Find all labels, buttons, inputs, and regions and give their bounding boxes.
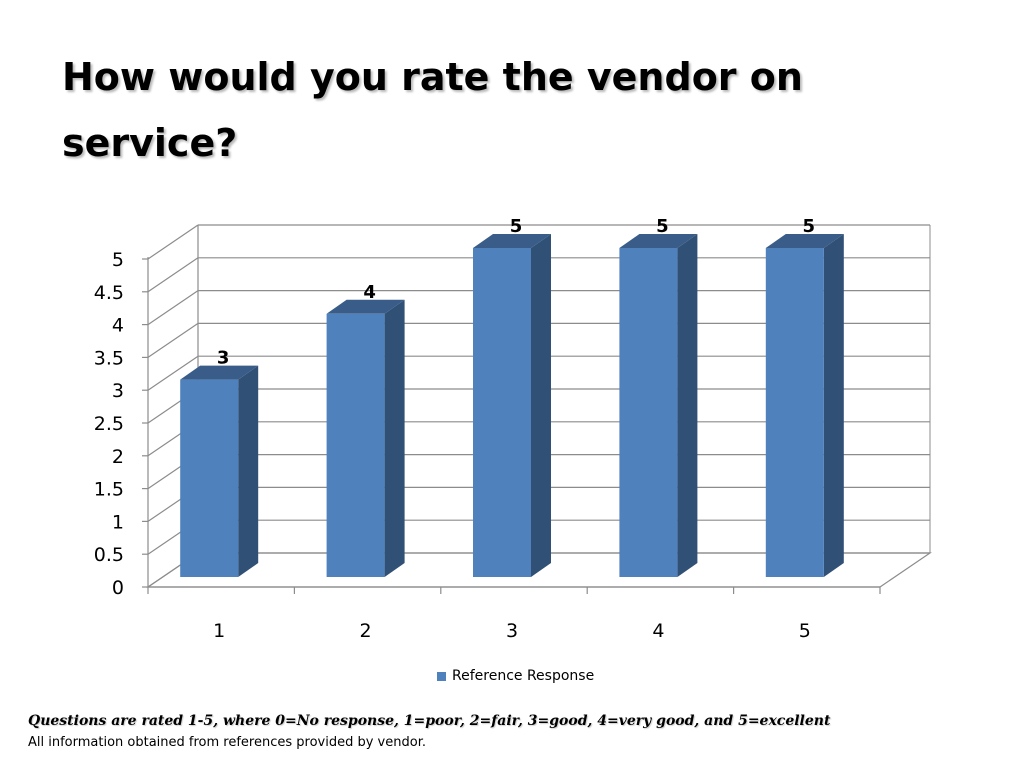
x-tick-label: 3 bbox=[506, 620, 518, 642]
chart-axes: 0 0.5 1 1.5 2 2.5 3 3.5 4 4.5 5 1 2 3 4 5 bbox=[94, 249, 881, 642]
chart-labels: 3 4 5 5 5 bbox=[217, 216, 815, 369]
bar-side bbox=[823, 234, 844, 577]
bar-top bbox=[326, 299, 405, 314]
bar-top bbox=[765, 234, 844, 248]
y-tick-label: 2.5 bbox=[94, 413, 124, 435]
bar-front bbox=[765, 248, 824, 577]
legend-label: Reference Response bbox=[452, 668, 595, 684]
bar-front bbox=[619, 248, 678, 577]
y-tick-label: 4 bbox=[112, 315, 124, 337]
y-tick-label: 4.5 bbox=[94, 282, 124, 304]
data-label: 4 bbox=[363, 282, 376, 303]
bar bbox=[180, 365, 259, 577]
bar bbox=[473, 234, 551, 577]
bar bbox=[619, 234, 698, 577]
data-label: 3 bbox=[217, 348, 230, 369]
bar-top bbox=[180, 365, 259, 380]
y-tick-label: 0.5 bbox=[94, 544, 124, 566]
y-tick-label: 1.5 bbox=[94, 479, 124, 501]
slide-title: How would you rate the vendor on service… bbox=[62, 55, 803, 165]
bar bbox=[326, 299, 405, 577]
y-tick-label: 5 bbox=[112, 249, 124, 271]
legend-swatch bbox=[437, 671, 446, 681]
bar-top bbox=[473, 234, 551, 248]
chart-legend: Reference Response bbox=[437, 668, 594, 684]
gridline-diagonal bbox=[147, 224, 199, 260]
bar-top bbox=[619, 234, 698, 248]
y-tick-label: 1 bbox=[112, 511, 124, 533]
y-tick-label: 3 bbox=[112, 380, 124, 402]
bar-side bbox=[531, 234, 551, 577]
bar-front bbox=[180, 379, 239, 577]
bar-side bbox=[238, 365, 259, 577]
y-tick-label: 0 bbox=[112, 577, 124, 599]
x-tick-label: 2 bbox=[360, 620, 372, 642]
bar-front bbox=[473, 248, 531, 577]
chart-bars bbox=[180, 234, 844, 577]
bar bbox=[765, 234, 844, 577]
x-tick-label: 1 bbox=[213, 620, 225, 642]
gridline-diagonal bbox=[147, 257, 199, 293]
source-note: All information obtained from references… bbox=[28, 735, 426, 750]
data-label: 5 bbox=[656, 216, 669, 237]
rating-scale-note: Questions are rated 1-5, where 0=No resp… bbox=[28, 713, 831, 729]
y-tick-label: 2 bbox=[112, 446, 124, 468]
bar-side bbox=[677, 234, 698, 577]
gridline-diagonal bbox=[147, 290, 199, 326]
x-tick-label: 4 bbox=[652, 620, 664, 642]
gridline-diagonal bbox=[147, 322, 199, 358]
gridline-diagonal bbox=[147, 355, 199, 391]
y-tick-label: 3.5 bbox=[94, 347, 124, 369]
x-tick-label: 5 bbox=[799, 620, 811, 642]
data-label: 5 bbox=[510, 216, 523, 237]
bar-side bbox=[384, 299, 405, 577]
bar-front bbox=[326, 313, 385, 577]
data-label: 5 bbox=[803, 216, 816, 237]
